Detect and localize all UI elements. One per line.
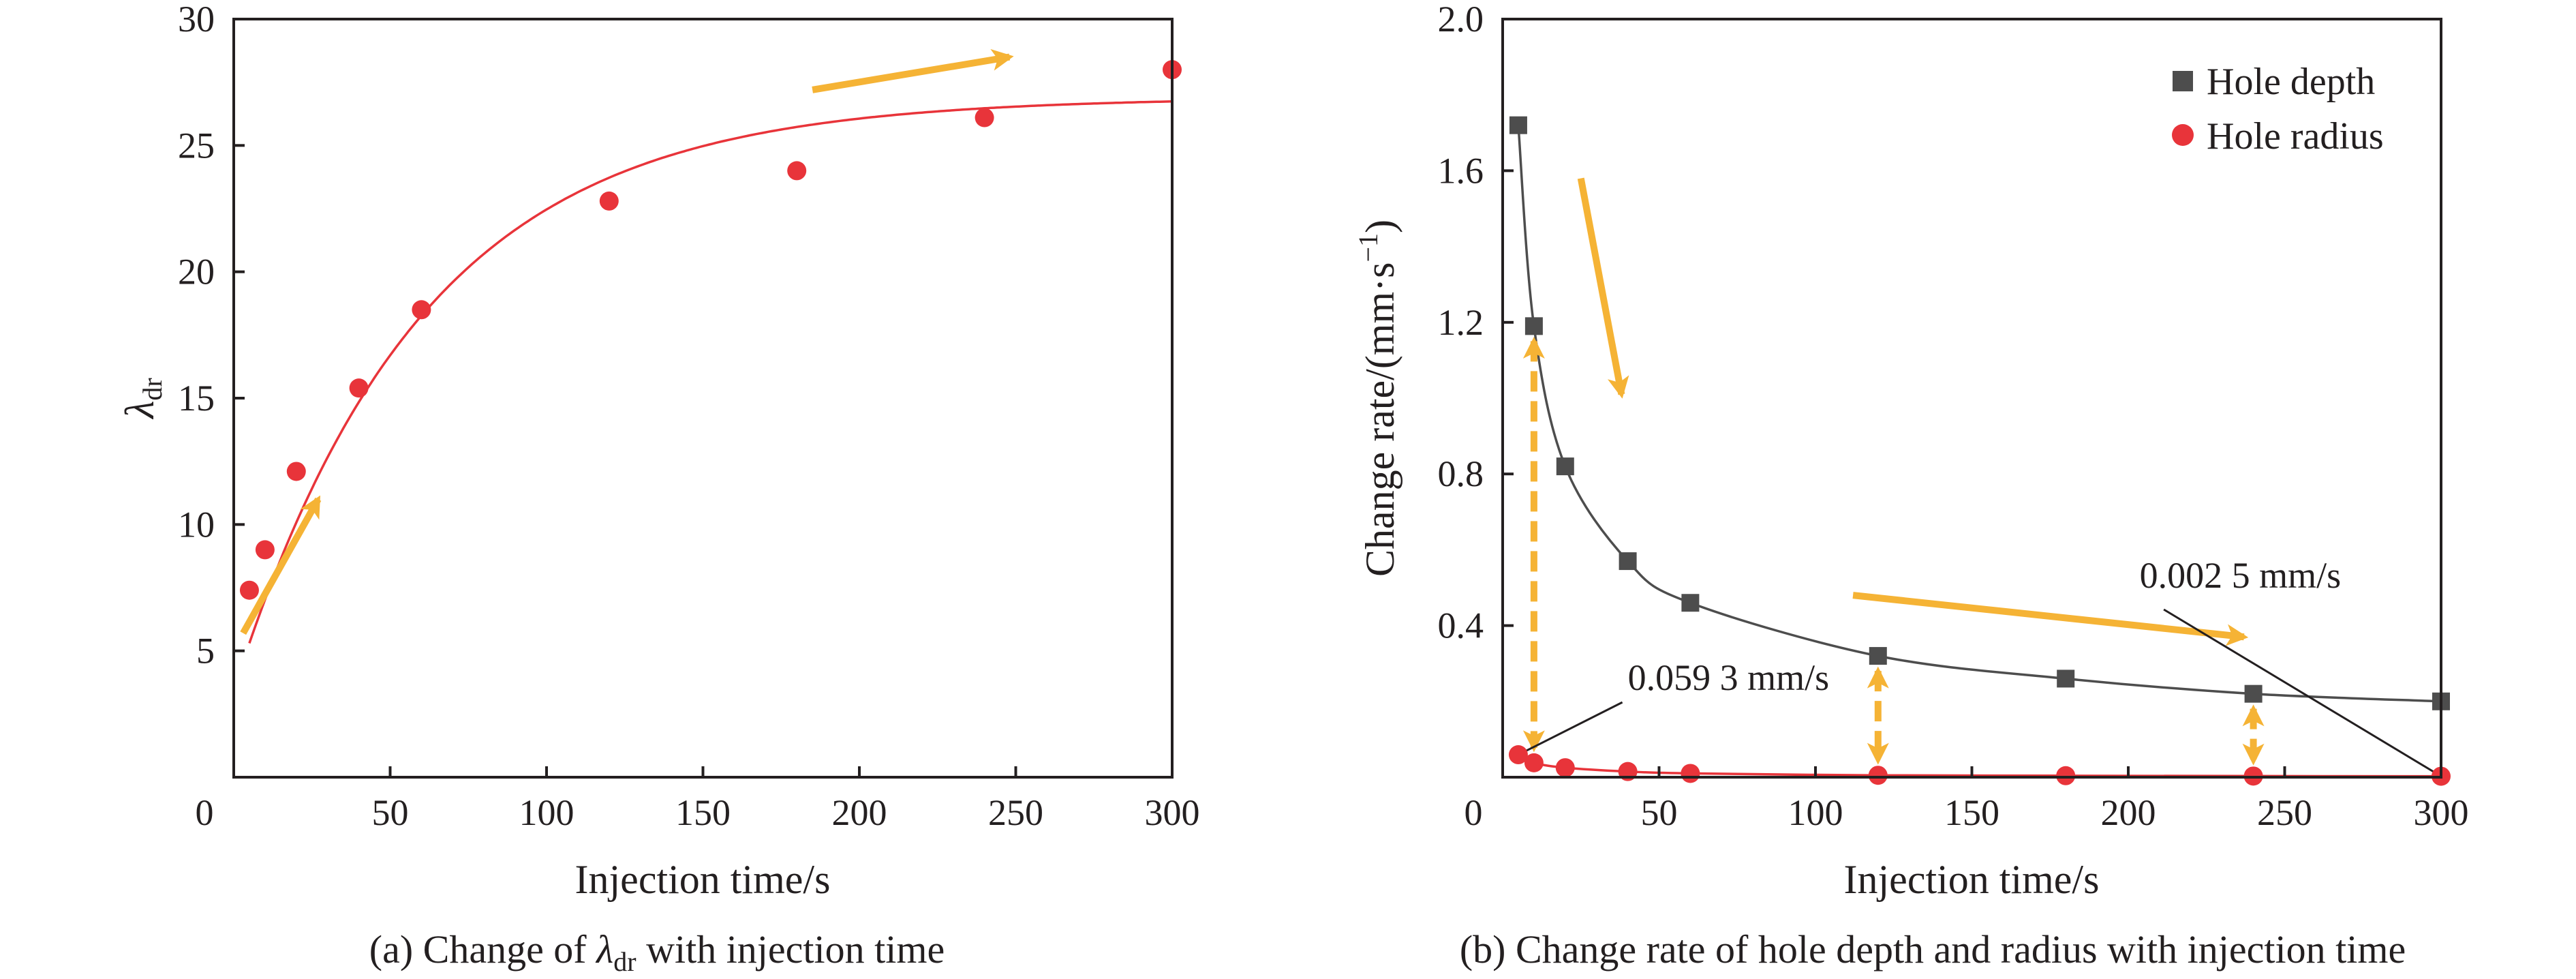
chart-a-y-axis-symbol: λ bbox=[117, 401, 162, 420]
chart-b-annotation-leader bbox=[2163, 608, 2442, 777]
chart-a-frame bbox=[232, 18, 1174, 779]
chart-b-x-tick-label: 200 bbox=[2101, 792, 2156, 833]
chart-b-hole-depth-curve bbox=[1517, 125, 2442, 703]
chart-a-data-point bbox=[286, 462, 306, 481]
chart-b-y-tick-label: 1.2 bbox=[1438, 302, 1484, 343]
chart-b-hole-radius-point bbox=[1524, 753, 1544, 772]
chart-b-y-tick-label: 1.6 bbox=[1438, 150, 1484, 191]
chart-b-hole-radius-curve bbox=[1518, 753, 2442, 778]
chart-a: 50 100 150 200 250 300 5 10 15 20 25 30 0 Injectio… bbox=[117, 0, 1200, 977]
chart-a-caption: (a) Change of λdr with injection time bbox=[369, 927, 945, 977]
chart-b-annotation-label: 0.002 5 mm/s bbox=[2140, 555, 2342, 596]
chart-a-x-tick-label: 250 bbox=[988, 792, 1043, 833]
chart-b-hole-depth-point bbox=[2244, 684, 2263, 703]
chart-a-data-point bbox=[349, 378, 369, 398]
chart-b-hole-radius-point bbox=[1868, 766, 1888, 785]
chart-a-y-axis-subscript: dr bbox=[137, 378, 168, 400]
chart-b-hole-depth-point bbox=[1556, 457, 1574, 476]
legend-marker-hole-radius bbox=[2172, 124, 2194, 146]
chart-b-annotation-leader bbox=[1518, 701, 1623, 756]
legend-label-hole-radius: Hole radius bbox=[2207, 115, 2384, 157]
chart-b-y-axis-close: ) bbox=[1358, 220, 1402, 233]
chart-b-hole-depth-point bbox=[2057, 669, 2075, 688]
chart-a-y-tick-label: 30 bbox=[178, 0, 215, 40]
chart-a-y-tick-label: 20 bbox=[178, 252, 215, 292]
chart-b-y-tick-label: 2.0 bbox=[1438, 0, 1484, 40]
chart-b-hole-radius-point bbox=[1681, 764, 1700, 783]
chart-b-hole-depth-point bbox=[1681, 594, 1700, 612]
chart-b-hole-radius-point bbox=[1555, 758, 1575, 778]
chart-b-hole-radius-point bbox=[2056, 766, 2076, 785]
chart-a-caption-suffix: with injection time bbox=[637, 927, 945, 972]
chart-a-y-tick-label: 5 bbox=[196, 631, 215, 672]
chart-b-x-tick-label: 300 bbox=[2414, 792, 2469, 833]
chart-a-y-axis-label: λdr bbox=[117, 378, 168, 419]
chart-b-x-tick-label: 100 bbox=[1788, 792, 1843, 833]
chart-b-x-tick-label: 50 bbox=[1641, 792, 1678, 833]
chart-b-x-tick-label: 250 bbox=[2257, 792, 2312, 833]
chart-a-trend-arrow bbox=[812, 49, 1014, 93]
chart-a-x-tick-label: 200 bbox=[832, 792, 887, 833]
chart-a-trend-arrow bbox=[240, 495, 322, 635]
chart-a-data-point bbox=[599, 191, 619, 211]
chart-b-origin-label: 0 bbox=[1465, 792, 1483, 833]
chart-a-y-tick-label: 15 bbox=[178, 378, 215, 419]
chart-a-data-point bbox=[975, 108, 994, 127]
chart-b-trend-arrow bbox=[1852, 592, 2249, 646]
chart-a-x-axis-label: Injection time/s bbox=[575, 857, 831, 902]
chart-a-origin-label: 0 bbox=[196, 792, 214, 833]
chart-a-caption-subscript: dr bbox=[613, 946, 636, 977]
chart-b-hole-radius-point bbox=[1508, 745, 1528, 765]
chart-a-data-point bbox=[412, 300, 431, 320]
chart-b-x-axis-label: Injection time/s bbox=[1844, 857, 2100, 902]
chart-a-x-tick-label: 50 bbox=[372, 792, 409, 833]
chart-a-fit-curve bbox=[248, 100, 1173, 644]
chart-a-data-point bbox=[239, 580, 259, 600]
chart-b-y-axis-main: Change rate/(mm·s bbox=[1358, 262, 1402, 577]
chart-a-data-point bbox=[255, 540, 275, 560]
chart-a-x-tick-label: 300 bbox=[1145, 792, 1200, 833]
chart-a-x-tick-label: 100 bbox=[519, 792, 574, 833]
legend-label-hole-depth: Hole depth bbox=[2207, 61, 2375, 103]
chart-a-caption-symbol: λ bbox=[595, 927, 613, 972]
chart-b-y-tick-label: 0.8 bbox=[1438, 453, 1484, 494]
legend-marker-hole-depth bbox=[2173, 71, 2193, 91]
chart-b: 0.059 3 mm/s 0.002 5 mm/s 50 100 150 200 250 3… bbox=[1353, 0, 2469, 972]
chart-b-y-tick-label: 0.4 bbox=[1438, 605, 1484, 646]
chart-a-caption-prefix: (a) Change of bbox=[369, 927, 596, 972]
chart-b-caption: (b) Change rate of hole depth and radius… bbox=[1460, 927, 2406, 972]
chart-a-y-tick-label: 25 bbox=[178, 125, 215, 166]
chart-b-annotation-label: 0.059 3 mm/s bbox=[1628, 657, 1830, 698]
chart-a-data-point bbox=[787, 161, 807, 181]
chart-b-trend-arrow bbox=[1577, 177, 1629, 399]
chart-b-y-axis-superscript: −1 bbox=[1353, 233, 1383, 262]
chart-b-hole-depth-point bbox=[1619, 552, 1637, 571]
chart-b-hole-depth-point bbox=[1869, 647, 1887, 665]
chart-b-legend: Hole depth Hole radius bbox=[2172, 61, 2384, 157]
chart-b-hole-depth-point bbox=[1524, 317, 1543, 335]
chart-a-x-tick-label: 150 bbox=[675, 792, 731, 833]
chart-a-y-tick-label: 10 bbox=[178, 504, 215, 545]
chart-b-y-axis-label: Change rate/(mm·s−1) bbox=[1353, 220, 1402, 577]
chart-b-x-tick-label: 150 bbox=[1944, 792, 1999, 833]
chart-b-hole-depth-point bbox=[1509, 116, 1527, 134]
